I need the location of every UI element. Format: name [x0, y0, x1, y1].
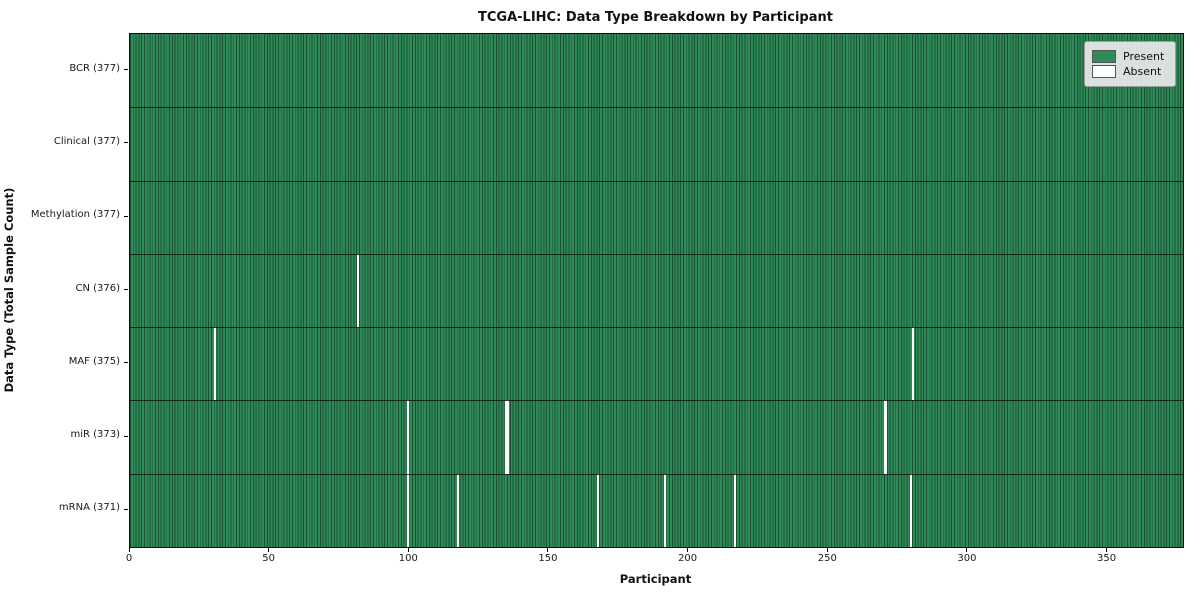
y-tick-label-miR: miR (373) — [70, 429, 120, 441]
absent-marker — [214, 327, 217, 401]
legend-entry-present: Present — [1092, 50, 1167, 63]
absent-marker — [912, 327, 915, 401]
absent-marker — [733, 473, 736, 547]
plot-area — [129, 33, 1184, 548]
x-tick-mark — [1106, 548, 1108, 552]
absent-marker — [457, 473, 460, 547]
absent-marker — [884, 400, 887, 474]
absent-marker — [406, 400, 409, 474]
row-separator — [130, 180, 1183, 182]
absent-marker — [507, 400, 510, 474]
y-tick-label-Methylation: Methylation (377) — [30, 209, 120, 221]
absent-marker — [406, 473, 409, 547]
x-tick-label: 350 — [1097, 553, 1117, 564]
chart-title: TCGA-LIHC: Data Type Breakdown by Partic… — [478, 10, 833, 25]
present-swatch-icon — [1092, 50, 1116, 63]
row-separator — [130, 400, 1183, 402]
y-tick-label-Clinical: Clinical (377) — [53, 135, 120, 147]
x-tick-mark — [268, 548, 270, 552]
y-tick-mark — [124, 69, 128, 71]
row-separator — [130, 473, 1183, 475]
y-tick-mark — [124, 435, 128, 437]
x-tick-mark — [687, 548, 689, 552]
legend-label-absent: Absent — [1123, 65, 1162, 78]
absent-marker — [663, 473, 666, 547]
heatmap-row-CN — [130, 253, 1183, 328]
legend: Present Absent — [1084, 41, 1176, 87]
heatmap-row-Clinical — [130, 107, 1183, 180]
heatmap-row-miR — [130, 400, 1183, 474]
x-tick-label: 250 — [817, 553, 837, 564]
legend-entry-absent: Absent — [1092, 65, 1167, 78]
y-tick-mark — [124, 508, 128, 510]
x-tick-label: 50 — [262, 553, 275, 564]
x-axis-label: Participant — [619, 572, 692, 586]
x-tick-mark — [547, 548, 549, 552]
x-tick-label: 150 — [538, 553, 558, 564]
heatmap-row-Methylation — [130, 181, 1183, 254]
legend-label-present: Present — [1123, 50, 1165, 63]
absent-marker — [356, 253, 359, 328]
x-tick-mark — [128, 548, 130, 552]
y-tick-mark — [124, 215, 128, 217]
heatmap-row-BCR — [130, 34, 1183, 107]
x-tick-label: 100 — [398, 553, 418, 564]
x-tick-label: 200 — [678, 553, 698, 564]
x-tick-mark — [826, 548, 828, 552]
x-tick-mark — [407, 548, 409, 552]
y-tick-label-BCR: BCR (377) — [69, 62, 120, 74]
absent-swatch-icon — [1092, 65, 1116, 78]
y-tick-mark — [124, 289, 128, 290]
y-tick-label-CN: CN (376) — [75, 282, 120, 294]
row-separator — [130, 327, 1183, 329]
y-tick-label-MAF: MAF (375) — [68, 355, 120, 367]
x-tick-label: 300 — [957, 553, 977, 564]
absent-marker — [504, 400, 507, 474]
y-tick-mark — [124, 142, 128, 144]
x-tick-mark — [966, 548, 968, 552]
y-tick-label-mRNA: mRNA (371) — [58, 502, 120, 514]
row-separator — [130, 253, 1183, 255]
row-separator — [130, 107, 1183, 109]
x-tick-label: 0 — [125, 553, 133, 564]
y-axis-label: Data Type (Total Sample Count) — [2, 187, 16, 393]
heatmap-row-mRNA — [130, 473, 1183, 547]
absent-marker — [909, 473, 912, 547]
absent-marker — [596, 473, 599, 547]
heatmap-row-MAF — [130, 327, 1183, 401]
y-tick-mark — [124, 362, 128, 364]
